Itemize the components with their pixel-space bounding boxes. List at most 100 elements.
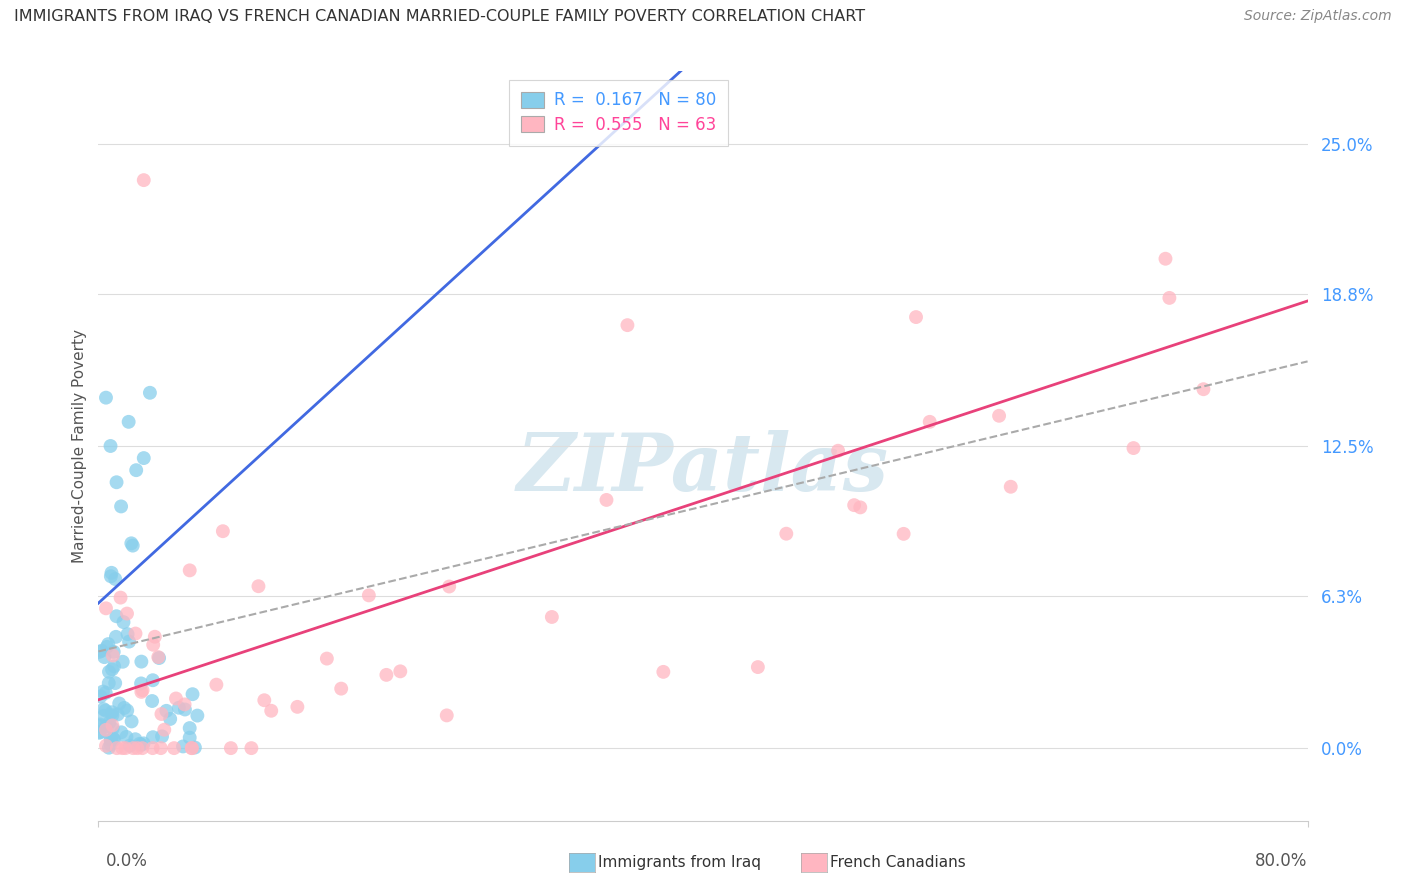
Point	[112, 701, 135, 715]
Point	[150, 706, 173, 721]
Point	[205, 678, 228, 692]
Point	[375, 668, 398, 682]
Point	[253, 693, 276, 707]
Point	[122, 741, 145, 756]
Point	[118, 739, 141, 753]
Point	[103, 659, 125, 673]
Point	[186, 708, 208, 723]
Point	[115, 607, 138, 621]
Y-axis label: Married-Couple Family Poverty: Married-Couple Family Poverty	[72, 329, 87, 563]
Point	[100, 569, 122, 583]
Point	[117, 627, 139, 641]
Point	[118, 415, 141, 429]
Point	[142, 730, 165, 744]
Point	[104, 676, 127, 690]
Point	[131, 738, 153, 752]
Point	[110, 591, 132, 605]
Point	[100, 738, 122, 752]
Point	[247, 579, 270, 593]
Point	[1122, 441, 1144, 455]
Point	[115, 704, 138, 718]
Point	[97, 676, 120, 690]
Point	[159, 712, 181, 726]
Point	[121, 714, 143, 729]
Point	[89, 725, 111, 739]
Point	[96, 640, 118, 654]
Point	[165, 691, 187, 706]
Point	[240, 741, 263, 756]
Point	[93, 702, 115, 716]
Point	[330, 681, 353, 696]
Text: ZIPatlas: ZIPatlas	[517, 430, 889, 508]
Point	[104, 572, 127, 586]
Text: IMMIGRANTS FROM IRAQ VS FRENCH CANADIAN MARRIED-COUPLE FAMILY POVERTY CORRELATIO: IMMIGRANTS FROM IRAQ VS FRENCH CANADIAN …	[14, 9, 865, 24]
Point	[132, 173, 155, 187]
Point	[127, 741, 149, 756]
Point	[114, 741, 136, 756]
Point	[89, 645, 111, 659]
Point	[90, 690, 112, 704]
Text: French Canadians: French Canadians	[830, 855, 966, 870]
Point	[131, 685, 153, 699]
Point	[132, 451, 155, 466]
Point	[437, 580, 460, 594]
Point	[89, 719, 111, 733]
Point	[98, 665, 121, 679]
Point	[94, 720, 117, 734]
Point	[747, 660, 769, 674]
Point	[97, 637, 120, 651]
Point	[101, 731, 124, 746]
Point	[105, 741, 128, 756]
Point	[595, 492, 617, 507]
Point	[149, 741, 172, 756]
Point	[91, 684, 114, 698]
Point	[118, 634, 141, 648]
Text: 0.0%: 0.0%	[105, 852, 148, 870]
Point	[849, 500, 872, 515]
Point	[131, 655, 153, 669]
Point	[94, 739, 117, 753]
Point	[287, 699, 309, 714]
Point	[174, 702, 197, 716]
Point	[100, 732, 122, 747]
Point	[112, 615, 135, 629]
Point	[125, 463, 148, 477]
Point	[436, 708, 458, 723]
Point	[163, 741, 186, 756]
Point	[100, 732, 122, 747]
Point	[179, 563, 201, 577]
Point	[93, 708, 115, 723]
Point	[1000, 480, 1022, 494]
Point	[105, 475, 128, 490]
Point	[103, 645, 125, 659]
Point	[101, 708, 124, 723]
Point	[101, 662, 124, 676]
Point	[111, 655, 134, 669]
Point	[141, 694, 163, 708]
Text: 80.0%: 80.0%	[1256, 852, 1308, 870]
Point	[94, 391, 117, 405]
Point	[105, 609, 128, 624]
Point	[131, 741, 153, 756]
Point	[148, 651, 170, 665]
Point	[616, 318, 638, 333]
Point	[153, 723, 176, 737]
Point	[142, 741, 165, 756]
Point	[315, 651, 337, 665]
Point	[128, 737, 150, 751]
Point	[97, 740, 120, 755]
Point	[94, 686, 117, 700]
Point	[110, 500, 132, 514]
Point	[1159, 291, 1181, 305]
Point	[988, 409, 1011, 423]
Text: Immigrants from Iraq: Immigrants from Iraq	[598, 855, 761, 870]
Point	[142, 638, 165, 652]
Point	[89, 717, 111, 731]
Point	[219, 741, 242, 756]
Point	[101, 648, 124, 663]
Point	[179, 731, 201, 745]
Point	[905, 310, 928, 324]
Point	[179, 721, 201, 735]
Point	[357, 588, 380, 602]
Point	[142, 673, 165, 688]
